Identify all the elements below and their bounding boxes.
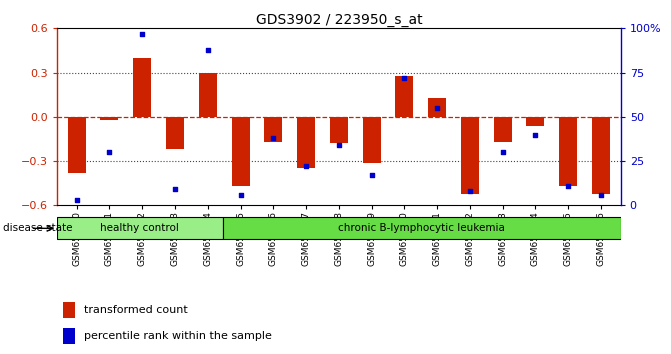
- Point: [432, 105, 443, 111]
- Point: [497, 149, 508, 155]
- Bar: [330, 117, 348, 143]
- Point: [563, 183, 574, 189]
- Text: disease state: disease state: [3, 223, 73, 233]
- Bar: [57, 217, 223, 239]
- Bar: [494, 117, 512, 142]
- Bar: [68, 117, 86, 173]
- Bar: [461, 117, 479, 194]
- Text: percentile rank within the sample: percentile rank within the sample: [84, 331, 272, 341]
- Point: [104, 149, 115, 155]
- Point: [268, 135, 278, 141]
- Point: [137, 31, 148, 36]
- Point: [333, 142, 344, 148]
- Point: [464, 188, 475, 194]
- Point: [301, 164, 311, 169]
- Bar: [362, 117, 380, 162]
- Title: GDS3902 / 223950_s_at: GDS3902 / 223950_s_at: [256, 13, 422, 27]
- Text: healthy control: healthy control: [101, 223, 179, 233]
- Bar: [297, 117, 315, 169]
- Bar: [559, 117, 577, 186]
- Bar: [231, 117, 250, 186]
- Bar: [134, 58, 151, 117]
- Bar: [592, 117, 610, 194]
- Bar: [62, 302, 75, 318]
- Point: [366, 172, 377, 178]
- Bar: [264, 117, 282, 142]
- Bar: [166, 117, 184, 149]
- Point: [530, 132, 541, 137]
- Point: [235, 192, 246, 198]
- Bar: [223, 217, 621, 239]
- Bar: [395, 75, 413, 117]
- Point: [71, 197, 82, 203]
- Point: [170, 187, 180, 192]
- Bar: [101, 117, 119, 120]
- Bar: [428, 98, 446, 117]
- Point: [596, 192, 607, 198]
- Text: chronic B-lymphocytic leukemia: chronic B-lymphocytic leukemia: [338, 223, 505, 233]
- Text: transformed count: transformed count: [84, 305, 188, 315]
- Point: [203, 47, 213, 52]
- Point: [399, 75, 410, 81]
- Bar: [62, 328, 75, 344]
- Bar: [527, 117, 544, 126]
- Bar: [199, 73, 217, 117]
